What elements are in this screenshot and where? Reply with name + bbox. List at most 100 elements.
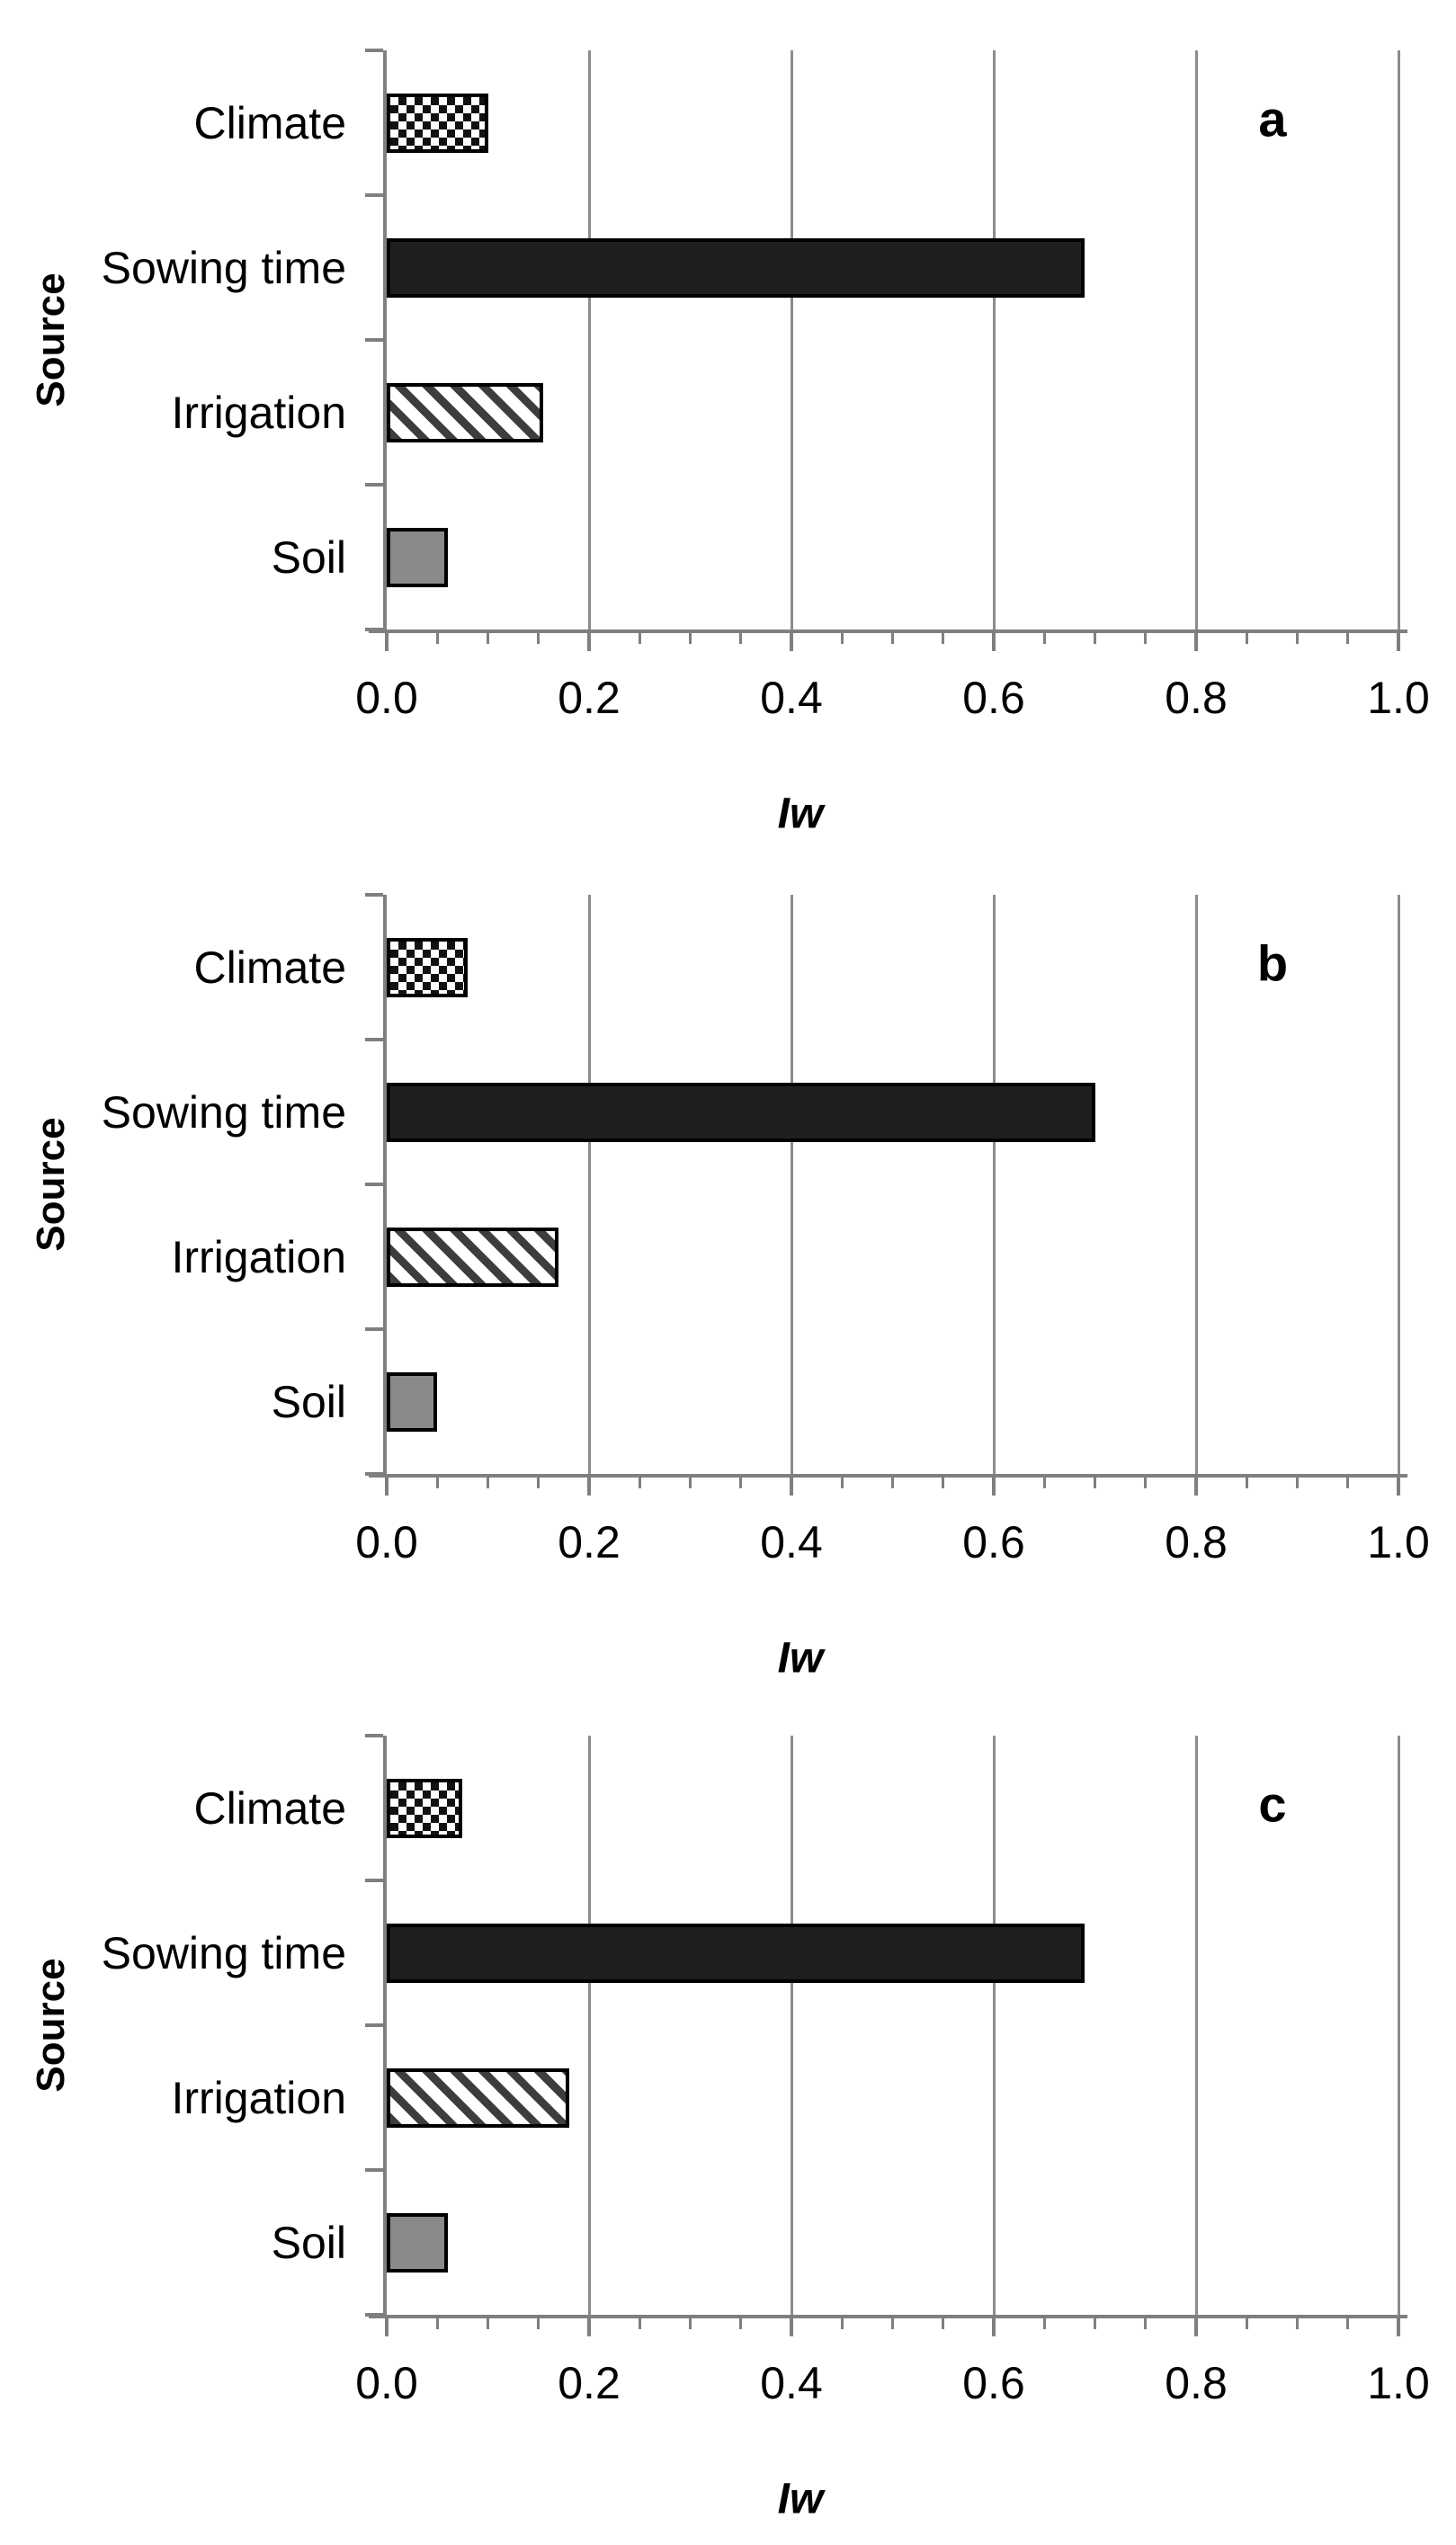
x-axis-title: Iw (777, 1634, 824, 1683)
x-axis-minor-tick (436, 1474, 439, 1488)
x-axis-minor-tick (1094, 1474, 1096, 1488)
x-tick-label-0.8: 0.8 (1165, 1517, 1228, 1567)
x-axis-major-tick (992, 1474, 996, 1496)
chart-panel-c: c Climate Sowing time Irrigation Soil Source 0… (0, 1689, 1456, 2545)
x-axis-line (369, 2315, 1407, 2318)
x-axis-major-tick (385, 2315, 389, 2336)
x-axis-major-tick (587, 630, 591, 651)
x-axis-minor-tick (1094, 630, 1096, 644)
y-axis-line (383, 50, 387, 630)
gridline-1.0 (1397, 895, 1400, 1474)
x-axis-minor-tick (1296, 2315, 1299, 2329)
bar-soil (387, 1372, 437, 1432)
x-axis-minor-tick (1144, 2315, 1147, 2329)
category-label-sowing-time: Sowing time (101, 1087, 346, 1138)
x-axis-minor-tick (487, 2315, 489, 2329)
gridline-0.8 (1194, 895, 1198, 1474)
x-tick-label-0.2: 0.2 (558, 673, 621, 723)
category-label-irrigation: Irrigation (171, 2073, 346, 2123)
category-label-soil: Soil (271, 2218, 346, 2268)
bar-irrigation (387, 383, 543, 442)
bar-climate (387, 1779, 462, 1838)
gridline-1.0 (1397, 1736, 1400, 2315)
gridline-0.4 (790, 50, 793, 630)
y-axis-tick (365, 1038, 383, 1041)
x-axis-minor-tick (942, 630, 944, 644)
bar-sowing-time (387, 238, 1085, 298)
bar-soil (387, 528, 448, 587)
y-axis-title: Source (29, 1958, 73, 2093)
x-tick-label-0.4: 0.4 (760, 673, 823, 723)
x-axis-major-tick (385, 630, 389, 651)
x-axis-major-tick (790, 630, 793, 651)
x-axis-minor-tick (537, 1474, 540, 1488)
x-tick-label-0.4: 0.4 (760, 2358, 823, 2408)
x-tick-label-0.0: 0.0 (355, 673, 418, 723)
y-axis-title: Source (29, 272, 73, 407)
bar-climate (387, 938, 468, 997)
x-axis-major-tick (385, 1474, 389, 1496)
gridline-0.8 (1194, 50, 1198, 630)
x-axis-major-tick (1194, 2315, 1198, 2336)
category-label-sowing-time: Sowing time (101, 243, 346, 293)
category-label-sowing-time: Sowing time (101, 1928, 346, 1978)
x-axis-minor-tick (739, 630, 742, 644)
x-axis-minor-tick (1346, 630, 1349, 644)
y-axis-line (383, 895, 387, 1474)
bar-climate (387, 94, 488, 153)
y-axis-title: Source (29, 1117, 73, 1252)
y-axis-tick (365, 193, 383, 197)
category-label-climate: Climate (193, 98, 346, 148)
plot-area: a (365, 49, 1400, 631)
x-axis-minor-tick (1296, 630, 1299, 644)
panel-letter-a: a (1258, 90, 1287, 147)
gridline-1.0 (1397, 50, 1400, 630)
x-axis-minor-tick (1043, 2315, 1046, 2329)
gridline-0.6 (992, 1736, 996, 2315)
gridline-0.4 (790, 895, 793, 1474)
x-axis-minor-tick (689, 1474, 692, 1488)
bar-sowing-time (387, 1924, 1085, 1983)
y-axis-tick (365, 1327, 383, 1331)
x-tick-label-1.0: 1.0 (1367, 2358, 1430, 2408)
x-axis-minor-tick (689, 2315, 692, 2329)
x-axis-minor-tick (891, 1474, 894, 1488)
x-tick-label-0.6: 0.6 (962, 1517, 1025, 1567)
x-tick-label-0.0: 0.0 (355, 2358, 418, 2408)
x-axis-minor-tick (1144, 1474, 1147, 1488)
category-label-soil: Soil (271, 1377, 346, 1427)
x-axis-minor-tick (841, 2315, 844, 2329)
gridline-0.2 (587, 50, 591, 630)
x-axis-major-tick (587, 2315, 591, 2336)
bar-soil (387, 2213, 448, 2273)
x-tick-label-0.4: 0.4 (760, 1517, 823, 1567)
x-axis-minor-tick (436, 630, 439, 644)
x-axis-minor-tick (1246, 1474, 1248, 1488)
category-label-soil: Soil (271, 532, 346, 583)
x-axis-major-tick (587, 1474, 591, 1496)
x-axis-major-tick (790, 2315, 793, 2336)
x-tick-label-1.0: 1.0 (1367, 673, 1430, 723)
chart-panel-a: a Climate Sowing time Irrigation Soil Source 0… (0, 0, 1456, 856)
x-axis-minor-tick (639, 1474, 641, 1488)
category-label-irrigation: Irrigation (171, 1232, 346, 1282)
x-axis-minor-tick (436, 2315, 439, 2329)
x-tick-label-0.2: 0.2 (558, 2358, 621, 2408)
x-axis-minor-tick (891, 2315, 894, 2329)
x-axis-major-tick (1194, 630, 1198, 651)
x-axis-minor-tick (639, 2315, 641, 2329)
bar-irrigation (387, 2068, 569, 2128)
category-label-irrigation: Irrigation (171, 388, 346, 438)
x-axis-major-tick (1194, 1474, 1198, 1496)
bar-irrigation (387, 1228, 558, 1287)
gridline-0.2 (587, 1736, 591, 2315)
x-axis-minor-tick (841, 1474, 844, 1488)
x-tick-label-0.0: 0.0 (355, 1517, 418, 1567)
x-tick-label-0.6: 0.6 (962, 2358, 1025, 2408)
bar-sowing-time (387, 1083, 1095, 1142)
plot-area: c (365, 1734, 1400, 2317)
x-axis-minor-tick (942, 1474, 944, 1488)
category-label-climate: Climate (193, 1783, 346, 1834)
x-tick-label-0.2: 0.2 (558, 1517, 621, 1567)
